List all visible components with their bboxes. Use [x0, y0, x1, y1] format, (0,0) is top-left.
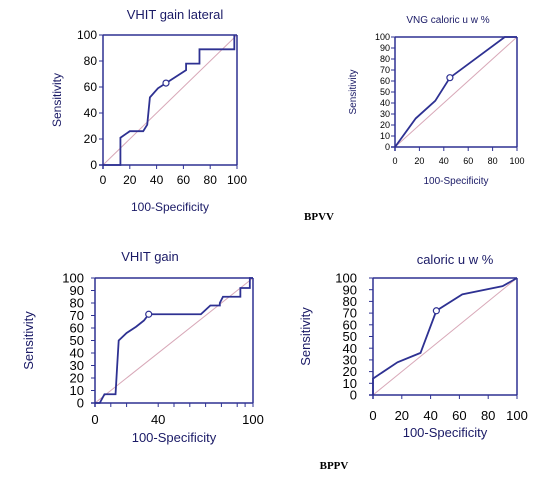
x-tick-label: 60: [452, 408, 466, 423]
y-tick-label: 100: [77, 28, 97, 42]
y-axis-label: Sensitivity: [298, 307, 313, 366]
y-tick-label: 80: [343, 294, 357, 309]
x-tick-label: 40: [150, 173, 164, 187]
y-tick-label: 20: [343, 364, 357, 379]
y-tick-label: 90: [343, 282, 357, 297]
caption-bottom: BPPV: [320, 460, 349, 472]
y-tick-label: 70: [343, 306, 357, 321]
x-tick-label: 80: [481, 408, 495, 423]
y-axis-label: Sensitivity: [21, 311, 36, 370]
y-tick-label: 20: [84, 132, 98, 146]
x-tick-label: 100: [506, 408, 528, 423]
y-tick-label: 90: [70, 283, 84, 298]
x-tick-label: 20: [123, 173, 137, 187]
x-axis-label: 100-Specificity: [423, 176, 488, 187]
y-tick-label: 0: [385, 142, 390, 152]
y-axis-label: Sensitivity: [50, 73, 64, 127]
cutoff-marker: [145, 310, 153, 318]
y-tick-label: 100: [62, 271, 84, 286]
cutoff-marker: [446, 74, 454, 82]
chart-title: VHIT gain lateral: [127, 7, 224, 22]
y-tick-label: 40: [380, 98, 390, 108]
roc-curve: [103, 35, 236, 166]
y-tick-label: 60: [84, 80, 98, 94]
x-tick-label: 0: [100, 173, 107, 187]
y-tick-label: 90: [380, 43, 390, 53]
reference-diagonal: [372, 277, 518, 396]
y-tick-label: 100: [375, 32, 390, 42]
x-tick-label: 40: [439, 156, 449, 166]
roc-curve: [394, 36, 517, 148]
y-tick-label: 40: [343, 341, 357, 356]
reference-diagonal: [394, 36, 518, 148]
x-tick-label: 40: [423, 408, 437, 423]
y-tick-label: 40: [84, 106, 98, 120]
x-tick-label: 100: [509, 156, 524, 166]
roc-curve: [95, 277, 253, 404]
x-tick-label: 0: [91, 412, 98, 427]
y-tick-label: 20: [70, 371, 84, 386]
x-tick-label: 0: [369, 408, 376, 423]
x-tick-label: 20: [414, 156, 424, 166]
y-tick-label: 0: [350, 388, 357, 403]
x-tick-label: 40: [151, 412, 165, 427]
y-tick-label: 30: [380, 109, 390, 119]
y-tick-label: 80: [70, 296, 84, 311]
x-axis-label: 100-Specificity: [131, 200, 209, 214]
x-tick-label: 80: [488, 156, 498, 166]
y-tick-label: 50: [380, 87, 390, 97]
y-tick-label: 40: [70, 346, 84, 361]
y-tick-label: 0: [90, 158, 97, 172]
chart-title: VHIT gain: [121, 249, 179, 264]
chart-title: caloric u w %: [417, 252, 494, 267]
y-tick-label: 60: [343, 317, 357, 332]
y-tick-label: 50: [343, 329, 357, 344]
y-axis-label: Sensitivity: [348, 69, 359, 114]
x-tick-label: 80: [204, 173, 218, 187]
chart-title: VNG caloric u w %: [406, 15, 489, 26]
y-tick-label: 30: [343, 352, 357, 367]
y-tick-label: 10: [380, 131, 390, 141]
x-tick-label: 60: [463, 156, 473, 166]
y-tick-label: 50: [70, 333, 84, 348]
x-tick-label: 100: [227, 173, 247, 187]
caption-top: BPVV: [304, 211, 334, 223]
cutoff-marker: [432, 307, 440, 315]
y-tick-label: 10: [343, 376, 357, 391]
x-axis-label: 100-Specificity: [132, 430, 217, 445]
y-tick-label: 0: [77, 396, 84, 411]
y-tick-label: 30: [70, 358, 84, 373]
x-tick-label: 100: [242, 412, 264, 427]
reference-diagonal: [102, 34, 238, 166]
y-tick-label: 10: [70, 383, 84, 398]
y-tick-label: 100: [335, 271, 357, 286]
roc-chart-1: 0 20 40 60 80 100 0 20 40 60 80 100 VHIT gain latera…: [50, 7, 247, 214]
x-tick-label: 60: [177, 173, 191, 187]
x-tick-label: 20: [395, 408, 409, 423]
x-tick-label: 0: [392, 156, 397, 166]
y-tick-label: 80: [84, 54, 98, 68]
roc-curve: [372, 277, 518, 395]
y-tick-label: 70: [380, 65, 390, 75]
y-tick-label: 60: [380, 76, 390, 86]
y-tick-label: 60: [70, 321, 84, 336]
y-tick-label: 20: [380, 120, 390, 130]
x-axis-label: 100-Specificity: [403, 425, 488, 440]
y-tick-label: 70: [70, 308, 84, 323]
cutoff-marker: [162, 79, 170, 87]
y-tick-label: 80: [380, 54, 390, 64]
reference-diagonal: [94, 277, 254, 404]
